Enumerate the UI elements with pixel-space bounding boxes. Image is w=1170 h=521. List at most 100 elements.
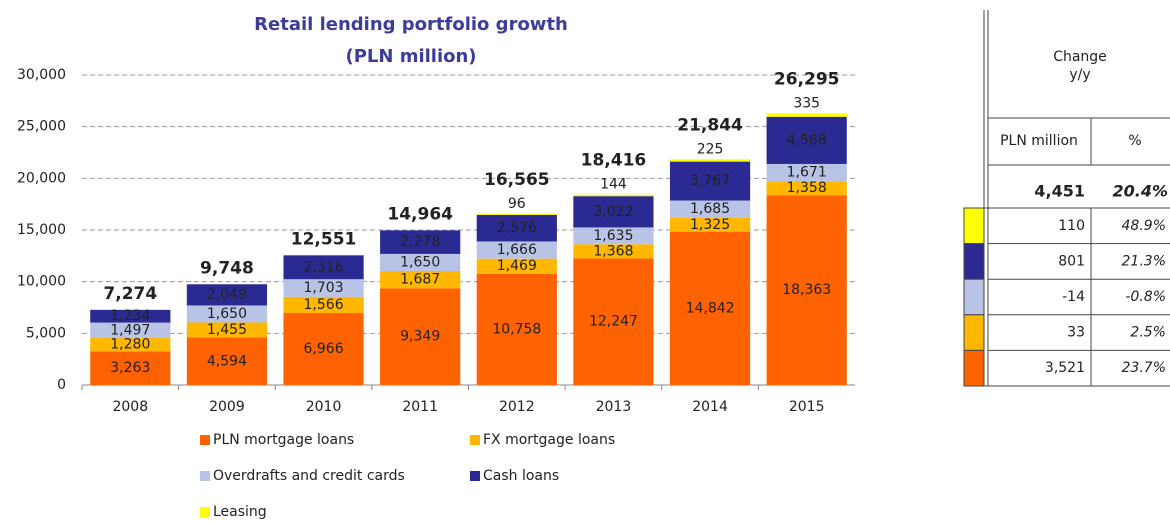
data-label: 1,635 bbox=[593, 228, 633, 244]
table-total: 20.4% bbox=[1112, 182, 1168, 201]
data-label: 3,263 bbox=[110, 360, 150, 376]
bar-segment bbox=[669, 231, 751, 385]
x-tick-label: 2014 bbox=[692, 399, 728, 415]
data-label: 2,576 bbox=[497, 220, 537, 236]
data-label: 1,234 bbox=[110, 308, 150, 324]
bar-segment bbox=[186, 305, 268, 323]
table-total: 4,451 bbox=[1034, 182, 1085, 201]
y-tick-label: 30,000 bbox=[17, 67, 66, 83]
data-label: 1,703 bbox=[304, 280, 344, 296]
total-label: 26,295 bbox=[774, 69, 840, 89]
legend-label: Cash loans bbox=[483, 468, 559, 484]
bar-segment bbox=[476, 213, 557, 215]
bar-segment bbox=[476, 273, 557, 385]
data-label: 1,358 bbox=[787, 180, 827, 196]
data-label: 4,568 bbox=[787, 132, 827, 148]
bar-segment bbox=[90, 322, 171, 339]
table-cell: 48.9% bbox=[1122, 218, 1166, 234]
bar-segment bbox=[669, 159, 751, 162]
bar-segment bbox=[573, 244, 654, 259]
x-tick-label: 2009 bbox=[209, 399, 245, 415]
legend-label: PLN mortgage loans bbox=[213, 432, 354, 448]
data-label: 1,325 bbox=[690, 217, 730, 233]
table-swatch bbox=[963, 314, 985, 351]
total-label: 14,964 bbox=[387, 204, 453, 224]
bar-segment bbox=[766, 116, 847, 164]
data-label: 1,566 bbox=[304, 297, 344, 313]
bar-segment bbox=[186, 337, 268, 385]
x-tick-label: 2011 bbox=[402, 399, 438, 415]
table-swatch bbox=[963, 278, 985, 316]
data-label: 18,363 bbox=[782, 282, 831, 298]
legend-swatch bbox=[200, 435, 210, 445]
legend-swatch bbox=[200, 471, 210, 481]
bar-segment bbox=[283, 279, 364, 297]
data-label: 144 bbox=[600, 177, 627, 193]
y-tick-label: 0 bbox=[57, 377, 66, 393]
x-tick-label: 2012 bbox=[499, 399, 535, 415]
y-tick-label: 5,000 bbox=[26, 325, 66, 341]
table-cell: -14 bbox=[1062, 289, 1085, 305]
bar-segment bbox=[669, 161, 751, 201]
bar-segment bbox=[283, 296, 364, 314]
data-label: 3,767 bbox=[690, 173, 730, 189]
data-label: 2,278 bbox=[400, 234, 440, 250]
chart-title: Retail lending portfolio growth bbox=[254, 14, 568, 35]
table-cell: 21.3% bbox=[1122, 253, 1166, 269]
bar-segment bbox=[476, 258, 557, 274]
bar-segment bbox=[283, 255, 364, 280]
x-tick-label: 2013 bbox=[596, 399, 632, 415]
data-label: 1,368 bbox=[593, 243, 633, 259]
table-cell: 2.5% bbox=[1130, 325, 1166, 341]
bar-segment bbox=[380, 253, 461, 271]
data-label: 1,469 bbox=[497, 258, 537, 274]
bar-segment bbox=[573, 194, 654, 197]
data-label: 14,842 bbox=[686, 300, 735, 316]
y-tick-label: 25,000 bbox=[17, 119, 66, 135]
data-label: 335 bbox=[793, 95, 820, 111]
bar-segment bbox=[476, 241, 557, 259]
x-tick-label: 2015 bbox=[789, 399, 825, 415]
bar-segment bbox=[573, 258, 654, 385]
bar-segment bbox=[573, 196, 654, 228]
x-tick-label: 2010 bbox=[306, 399, 342, 415]
data-label: 1,650 bbox=[400, 254, 440, 270]
table-cell: 3,521 bbox=[1045, 360, 1085, 376]
table-cell: 33 bbox=[1067, 325, 1085, 341]
data-label: 1,455 bbox=[207, 322, 247, 338]
data-label: 9,349 bbox=[400, 329, 440, 345]
table-cell: 110 bbox=[1058, 218, 1085, 234]
bar-segment bbox=[669, 217, 751, 232]
data-label: 1,280 bbox=[110, 337, 150, 353]
table-swatch bbox=[963, 349, 985, 387]
bar-segment bbox=[766, 113, 847, 117]
bar-segment bbox=[380, 230, 461, 254]
legend-swatch bbox=[200, 507, 210, 517]
bar-segment bbox=[476, 214, 557, 242]
table-cell: 801 bbox=[1058, 253, 1085, 269]
data-label: 1,666 bbox=[497, 242, 537, 258]
total-label: 9,748 bbox=[200, 258, 254, 278]
data-label: 1,687 bbox=[400, 272, 440, 288]
bar-segment bbox=[90, 351, 171, 385]
chart-title: (PLN million) bbox=[345, 46, 476, 67]
bar-segment bbox=[380, 288, 461, 385]
bar-segment bbox=[283, 313, 364, 385]
data-label: 2,316 bbox=[304, 259, 344, 275]
data-label: 6,966 bbox=[304, 341, 344, 357]
data-label: 96 bbox=[508, 196, 526, 212]
data-label: 1,671 bbox=[787, 165, 827, 181]
bar-segment bbox=[380, 270, 461, 289]
data-label: 10,758 bbox=[492, 321, 541, 337]
table-cell: -0.8% bbox=[1125, 289, 1166, 305]
total-label: 18,416 bbox=[581, 151, 647, 171]
bar-segment bbox=[573, 227, 654, 245]
bar-segment bbox=[766, 181, 847, 196]
bar-segment bbox=[766, 195, 847, 385]
total-label: 7,274 bbox=[103, 284, 157, 304]
data-label: 1,497 bbox=[110, 322, 150, 338]
y-tick-label: 10,000 bbox=[17, 274, 66, 290]
table-swatch bbox=[963, 207, 985, 245]
data-label: 2,049 bbox=[207, 287, 247, 303]
